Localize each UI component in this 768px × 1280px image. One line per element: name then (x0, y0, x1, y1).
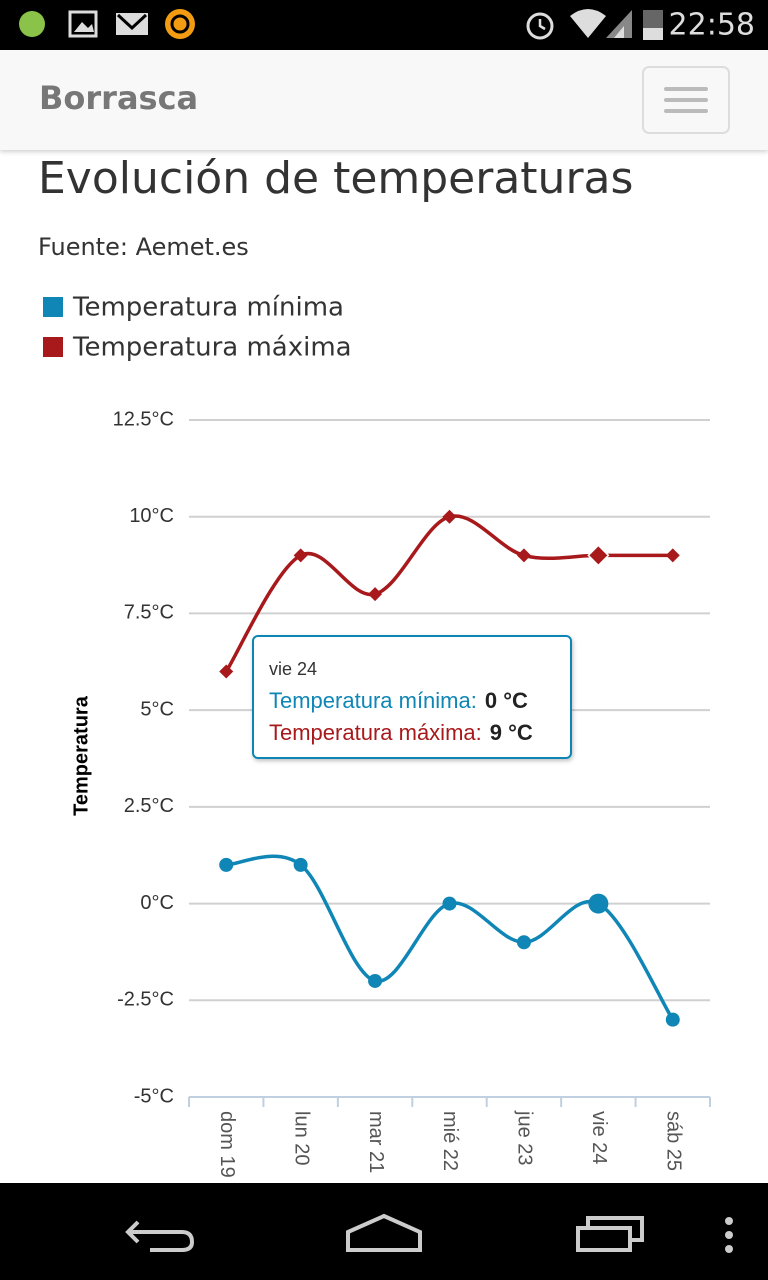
y-tick-label: 10°C (129, 505, 174, 527)
status-time: 22:58 (669, 8, 755, 43)
legend-swatch (43, 337, 63, 357)
app-bar (0, 50, 768, 150)
status-icons (19, 9, 663, 40)
tooltip-series: Temperatura máxima: (269, 720, 482, 745)
nav-recents[interactable] (576, 1216, 644, 1252)
y-tick-label: 7.5°C (124, 602, 174, 624)
series-line (226, 854, 675, 1021)
data-point (293, 548, 308, 563)
tooltip-row: Temperatura mínima: 0 °C (269, 688, 528, 713)
legend-label: Temperatura máxima (72, 333, 352, 363)
y-tick-label: 5°C (140, 698, 174, 720)
tooltip-value: 9 °C (490, 720, 533, 745)
data-point (368, 973, 383, 988)
tooltip-series: Temperatura mínima: (269, 688, 477, 713)
data-point (665, 548, 680, 563)
legend-label: Temperatura mínima (72, 293, 344, 323)
chart-subtitle: Fuente: Aemet.es (38, 233, 249, 261)
data-point (516, 935, 531, 950)
data-point (368, 587, 383, 602)
nav-overflow[interactable] (725, 1217, 733, 1253)
data-point (588, 893, 609, 914)
tooltip-title: vie 24 (269, 659, 317, 679)
data-point (442, 896, 457, 911)
data-point (293, 857, 308, 872)
tooltip-row: Temperatura máxima: 9 °C (269, 720, 533, 745)
plot: -5°C -2.5°C 0°C 2.5°C 5°C 7.5°C 10°C 12.5°C dom … (113, 408, 711, 1178)
data-point (442, 509, 457, 524)
data-point (665, 1012, 680, 1027)
nav-back[interactable] (125, 1220, 195, 1252)
y-tick-label: 12.5°C (113, 408, 174, 430)
x-tick-label: lun 20 (290, 1111, 312, 1166)
x-tick-label: mié 22 (439, 1111, 461, 1171)
data-point (516, 548, 531, 563)
x-tick-label: sáb 25 (663, 1111, 685, 1171)
nav-bar (0, 1183, 768, 1280)
app-title[interactable]: Borrasca (39, 79, 198, 117)
legend-swatch (43, 297, 63, 317)
data-point (219, 664, 234, 679)
y-tick-label: -5°C (134, 1085, 174, 1107)
x-tick-label: dom 19 (216, 1111, 238, 1178)
tooltip-value: 0 °C (485, 688, 528, 713)
menu-button[interactable] (642, 66, 730, 134)
nav-home[interactable] (346, 1213, 422, 1252)
x-tick-label: mar 21 (365, 1111, 387, 1173)
y-tick-label: 2.5°C (124, 795, 174, 817)
data-point (587, 544, 610, 567)
data-point (219, 857, 234, 872)
x-tick-label: vie 24 (588, 1111, 610, 1164)
y-tick-label: 0°C (140, 892, 174, 914)
y-tick-label: -2.5°C (117, 989, 174, 1011)
x-tick-label: jue 23 (514, 1110, 536, 1166)
chart-title: Evolución de temperaturas (38, 153, 633, 204)
y-axis-label: Temperatura (70, 695, 92, 816)
